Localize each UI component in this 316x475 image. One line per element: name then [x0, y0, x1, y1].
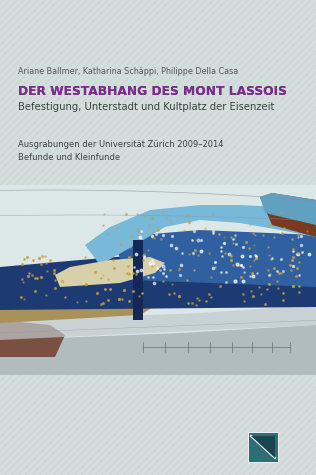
Polygon shape [115, 230, 316, 287]
Polygon shape [260, 193, 316, 237]
Polygon shape [85, 205, 316, 265]
Polygon shape [0, 320, 65, 357]
Polygon shape [0, 305, 316, 340]
Text: DER WESTABHANG DES MONT LASSOIS: DER WESTABHANG DES MONT LASSOIS [18, 85, 287, 98]
Text: Befestigung, Unterstadt und Kultplatz der Eisenzeit: Befestigung, Unterstadt und Kultplatz de… [18, 102, 274, 112]
Polygon shape [260, 193, 316, 225]
Text: DER WESTABHANG DES MONT LASSOIS: DER WESTABHANG DES MONT LASSOIS [18, 85, 287, 98]
Polygon shape [55, 257, 165, 287]
Text: Befunde und Kleinfunde: Befunde und Kleinfunde [18, 153, 120, 162]
Text: DER WESTABHANG DES MONT LASSOIS (Vix/F): DER WESTABHANG DES MONT LASSOIS (Vix/F) [18, 85, 303, 98]
Text: Ausgrabungen der Universität Zürich 2009–2014: Ausgrabungen der Universität Zürich 2009… [18, 140, 223, 149]
Bar [0, 185, 316, 375]
Polygon shape [0, 325, 316, 375]
Polygon shape [251, 436, 275, 458]
Text: Ariane Ballmer, Katharina Schäppi, Philippe Della Casa: Ariane Ballmer, Katharina Schäppi, Phili… [18, 67, 238, 76]
Bar [248, 432, 278, 462]
Polygon shape [0, 285, 165, 323]
Bar [133, 240, 143, 320]
Polygon shape [0, 255, 316, 310]
